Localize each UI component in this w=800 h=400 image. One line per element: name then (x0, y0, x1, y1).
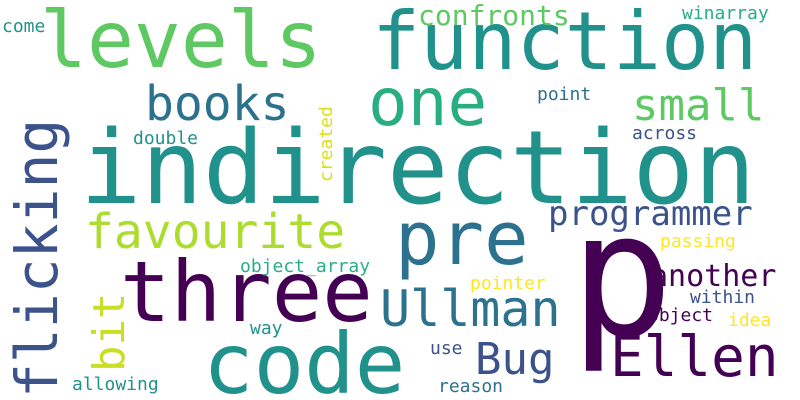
word-books: books (145, 76, 290, 132)
word-winarray: winarray (682, 3, 769, 24)
word-Ellen: Ellen (610, 325, 779, 390)
word-one: one (368, 64, 488, 141)
word-come: come (2, 16, 46, 37)
word-object_array: object_array (240, 256, 371, 277)
word-flicking: flicking (3, 118, 71, 398)
word-favourite: favourite (85, 204, 346, 260)
word-way: way (250, 318, 283, 339)
word-p: p (570, 175, 674, 376)
word-code: code (203, 315, 406, 400)
word-Ullman: Ullman (380, 280, 561, 338)
word-passing: passing (660, 231, 736, 252)
word-programmer: programmer (548, 194, 753, 234)
word-reason: reason (438, 376, 504, 397)
word-use: use (430, 338, 463, 359)
word-double: double (133, 128, 199, 149)
word-idea: idea (728, 310, 772, 331)
word-three: three (120, 243, 373, 341)
word-another: another (650, 259, 777, 294)
word-created: created (316, 106, 337, 182)
word-function: function (372, 0, 758, 88)
word-bit: bit (84, 292, 135, 372)
word-small: small (632, 80, 765, 131)
word-allowing: allowing (72, 374, 159, 395)
word-within: within (690, 287, 756, 308)
word-indirection: indirection (80, 109, 756, 228)
word-pointer: pointer (470, 273, 546, 294)
word-point: point (537, 84, 592, 105)
word-Bug: Bug (475, 334, 555, 385)
word-object: object (648, 305, 714, 326)
word-confronts: confronts (418, 0, 570, 32)
word-levels: levels (40, 0, 322, 86)
word-across: across (632, 123, 698, 144)
word-pre: pre (395, 196, 529, 282)
